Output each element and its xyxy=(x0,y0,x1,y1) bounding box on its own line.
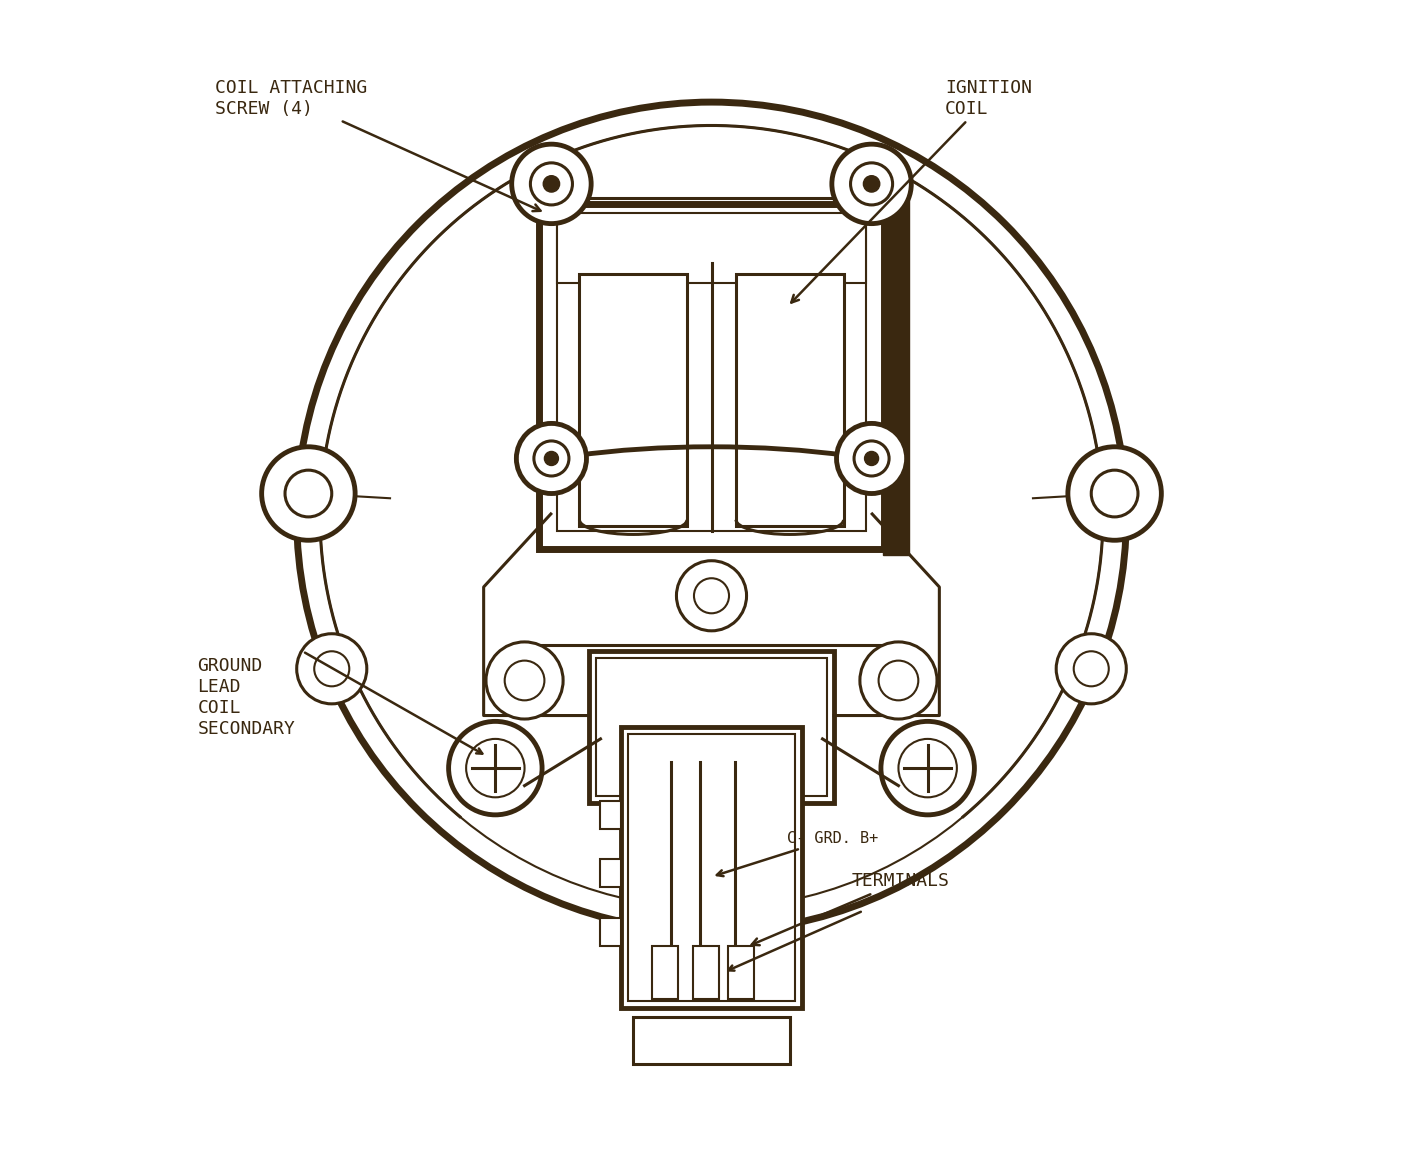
Bar xyxy=(556,214,867,283)
Circle shape xyxy=(1056,634,1126,704)
Circle shape xyxy=(864,176,879,193)
Circle shape xyxy=(851,163,892,205)
Circle shape xyxy=(881,721,975,815)
Circle shape xyxy=(832,144,911,223)
Bar xyxy=(884,198,909,555)
Text: C- GRD. B+: C- GRD. B+ xyxy=(717,831,878,876)
Circle shape xyxy=(1091,470,1138,517)
Circle shape xyxy=(297,102,1126,932)
Bar xyxy=(633,1017,790,1064)
Bar xyxy=(693,946,719,999)
Bar xyxy=(596,659,827,796)
Bar xyxy=(601,801,620,829)
Bar xyxy=(652,946,677,999)
Bar xyxy=(736,275,844,526)
Text: COIL ATTACHING
SCREW (4): COIL ATTACHING SCREW (4) xyxy=(215,79,541,211)
Circle shape xyxy=(512,144,591,223)
Text: TERMINALS: TERMINALS xyxy=(751,872,949,945)
Circle shape xyxy=(545,452,558,465)
Bar xyxy=(539,204,884,549)
Circle shape xyxy=(1067,447,1161,540)
Circle shape xyxy=(1074,652,1109,687)
Circle shape xyxy=(314,652,349,687)
Bar xyxy=(579,275,687,526)
Circle shape xyxy=(859,642,936,718)
Text: GROUND
LEAD
COIL
SECONDARY: GROUND LEAD COIL SECONDARY xyxy=(198,657,295,737)
Circle shape xyxy=(448,721,542,815)
Bar xyxy=(589,652,834,803)
Text: IGNITION
COIL: IGNITION COIL xyxy=(791,79,1032,303)
Circle shape xyxy=(837,424,906,493)
Circle shape xyxy=(854,441,889,475)
Circle shape xyxy=(694,579,729,613)
Circle shape xyxy=(544,176,559,193)
Circle shape xyxy=(534,441,569,475)
Bar xyxy=(556,222,867,532)
Circle shape xyxy=(487,642,564,718)
Bar xyxy=(601,859,620,888)
Circle shape xyxy=(531,163,572,205)
Bar xyxy=(727,946,754,999)
Circle shape xyxy=(676,561,747,630)
Bar xyxy=(601,918,620,946)
Circle shape xyxy=(878,661,918,701)
Circle shape xyxy=(517,424,586,493)
Circle shape xyxy=(865,452,878,465)
Circle shape xyxy=(297,634,367,704)
Bar xyxy=(620,727,803,1007)
Bar xyxy=(628,734,795,1000)
Circle shape xyxy=(262,447,356,540)
Circle shape xyxy=(505,661,545,701)
Circle shape xyxy=(285,470,332,517)
